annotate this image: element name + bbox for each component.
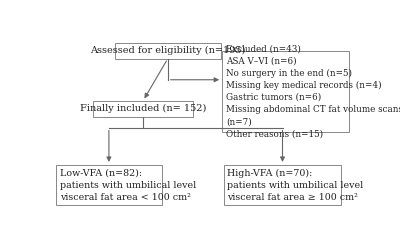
Text: Excluded (n=43)
ASA V–VI (n=6)
No surgery in the end (n=5)
Missing key medical r: Excluded (n=43) ASA V–VI (n=6) No surger…: [226, 44, 400, 138]
Text: Assessed for eligibility (n=195): Assessed for eligibility (n=195): [90, 46, 246, 55]
Text: Low-VFA (n=82):
patients with umbilical level
visceral fat area < 100 cm²: Low-VFA (n=82): patients with umbilical …: [60, 168, 196, 202]
FancyBboxPatch shape: [224, 165, 342, 205]
Text: High-VFA (n=70):
patients with umbilical level
visceral fat area ≥ 100 cm²: High-VFA (n=70): patients with umbilical…: [227, 168, 364, 202]
FancyBboxPatch shape: [56, 165, 162, 205]
FancyBboxPatch shape: [115, 43, 220, 59]
FancyBboxPatch shape: [94, 101, 193, 117]
FancyBboxPatch shape: [222, 51, 349, 132]
Text: Finally included (n= 152): Finally included (n= 152): [80, 104, 206, 113]
